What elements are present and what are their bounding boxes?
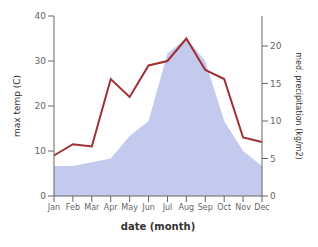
svg-text:10: 10	[270, 116, 282, 126]
svg-text:Jul: Jul	[162, 203, 173, 212]
svg-text:30: 30	[35, 56, 47, 66]
svg-text:Oct: Oct	[217, 203, 231, 212]
svg-text:Jan: Jan	[47, 203, 60, 212]
svg-text:10: 10	[35, 146, 47, 156]
svg-text:Jun: Jun	[141, 203, 155, 212]
svg-text:Feb: Feb	[66, 203, 80, 212]
svg-text:Mar: Mar	[84, 203, 100, 212]
svg-text:40: 40	[35, 11, 47, 21]
svg-text:med. precipitation (kg/m2): med. precipitation (kg/m2)	[294, 52, 303, 159]
svg-text:5: 5	[270, 154, 276, 164]
svg-text:Apr: Apr	[104, 203, 119, 212]
svg-text:0: 0	[270, 191, 276, 201]
svg-text:Aug: Aug	[179, 203, 195, 212]
svg-text:date (month): date (month)	[121, 221, 195, 232]
svg-text:max temp (C): max temp (C)	[12, 75, 22, 137]
svg-text:20: 20	[35, 101, 47, 111]
svg-text:Nov: Nov	[235, 203, 251, 212]
svg-text:15: 15	[270, 79, 281, 89]
svg-text:20: 20	[270, 41, 282, 51]
svg-text:Sep: Sep	[198, 203, 213, 212]
svg-text:Dec: Dec	[254, 203, 269, 212]
svg-text:May: May	[121, 203, 138, 212]
svg-text:0: 0	[40, 191, 46, 201]
